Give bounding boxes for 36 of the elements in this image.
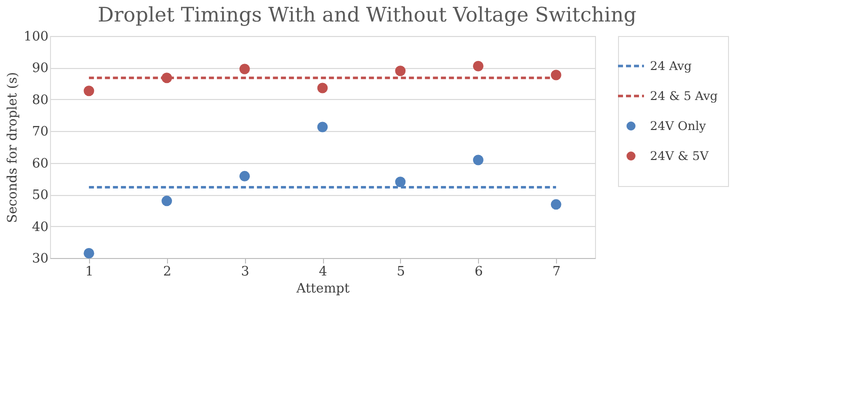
x-tick-label: 5 [396,264,405,280]
point [550,70,562,80]
y-tick-label: 70 [32,124,48,140]
y-tick-label: 60 [32,156,48,172]
legend-label: 24 & 5 Avg [650,89,718,103]
x-tick-label: 3 [241,264,250,280]
point [84,248,94,258]
point [472,60,484,72]
legend-label: 24V Only [650,119,706,133]
x-tick-label: 4 [318,264,328,280]
y-tick-label: 30 [32,252,48,266]
y-tick-label: 100 [24,30,48,44]
x-axis-title: Attempt [295,282,350,296]
x-tick-label: 1 [85,264,94,280]
point [395,66,406,76]
point [162,196,172,206]
y-tick-label: 40 [32,220,48,235]
y-axis-title: Seconds for droplet (s) [6,72,21,223]
y-tick-label: 50 [32,188,48,204]
x-tick-label: 2 [163,264,172,280]
point [472,154,484,166]
x-tick-label: 7 [552,264,561,280]
point [84,86,94,96]
y-tick-label: 90 [32,61,48,76]
x-tick-label: 6 [474,264,483,280]
y-tick-label: 80 [32,92,48,108]
chart-title: Droplet Timings With and Without Voltage Switching [98,2,637,26]
point [550,199,562,210]
point [162,72,172,84]
point [395,176,406,188]
point [239,170,250,182]
point [317,122,328,132]
point [239,64,250,74]
legend-label: 24 Avg [650,59,692,73]
point [317,82,328,94]
legend-label: 24V & 5V [650,149,709,163]
